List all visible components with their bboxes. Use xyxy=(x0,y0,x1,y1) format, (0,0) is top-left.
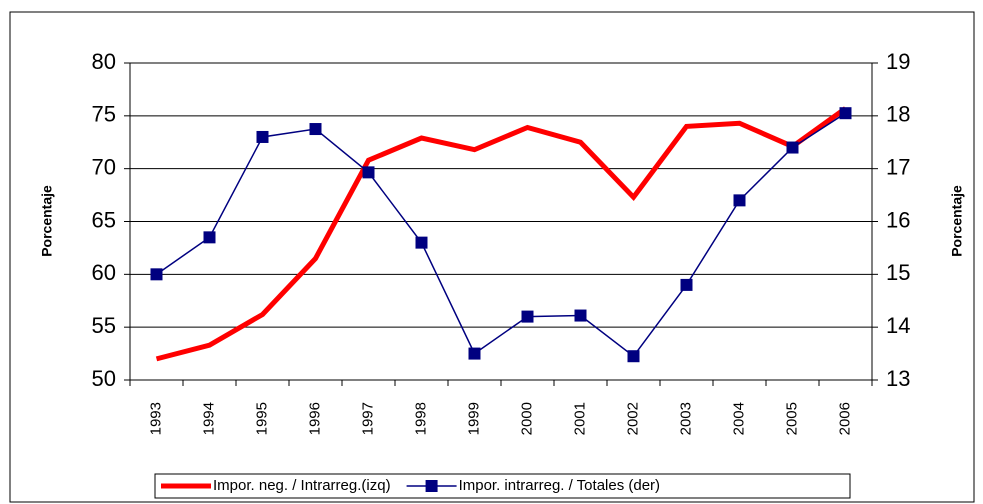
y2-tick-label: 17 xyxy=(886,154,910,179)
point-marker xyxy=(150,268,163,281)
y2-tick-label: 13 xyxy=(886,366,910,391)
x-tick-label: 2002 xyxy=(624,402,641,435)
legend-label: Impor. neg. / Intrarreg.(izq) xyxy=(213,477,391,494)
point-marker xyxy=(574,309,587,322)
legend-marker xyxy=(425,480,438,492)
x-tick-label: 1997 xyxy=(359,402,376,435)
point-marker xyxy=(203,231,216,244)
y-tick-label: 65 xyxy=(92,207,116,232)
chart-frame xyxy=(9,11,975,503)
series-line xyxy=(156,112,846,358)
y-axis-title: Porcentaje xyxy=(39,185,55,257)
point-marker xyxy=(309,123,322,136)
point-marker xyxy=(362,166,375,179)
series-line xyxy=(155,106,847,362)
y-tick-label: 60 xyxy=(92,260,116,285)
y-tick-label: 80 xyxy=(92,49,116,74)
x-tick-label: 2003 xyxy=(677,402,694,435)
y-tick-label: 75 xyxy=(92,102,116,127)
x-tick-label: 1994 xyxy=(200,402,217,435)
y2-tick-label: 18 xyxy=(886,102,910,127)
legend-label: Impor. intrarreg. / Totales (der) xyxy=(459,477,660,494)
y2-tick-label: 15 xyxy=(886,260,910,285)
point-marker xyxy=(256,130,269,143)
y2-tick-label: 14 xyxy=(886,313,910,338)
x-tick-label: 2004 xyxy=(730,402,747,435)
point-marker xyxy=(733,194,746,207)
y-tick-label: 50 xyxy=(92,366,116,391)
legend-box xyxy=(154,473,851,499)
point-marker xyxy=(627,350,640,363)
point-marker xyxy=(521,310,534,323)
x-tick-label: 1995 xyxy=(253,402,270,435)
x-tick-label: 1996 xyxy=(306,402,323,435)
y-tick-label: 55 xyxy=(92,313,116,338)
point-marker xyxy=(468,347,481,360)
x-tick-label: 2001 xyxy=(571,402,588,435)
point-marker xyxy=(839,107,852,120)
point-marker xyxy=(415,236,428,249)
x-tick-label: 1993 xyxy=(147,402,164,435)
x-tick-label: 1998 xyxy=(412,402,429,435)
x-tick-label: 2000 xyxy=(518,402,535,435)
y2-tick-label: 16 xyxy=(886,207,910,232)
x-tick-label: 1999 xyxy=(465,402,482,435)
x-tick-label: 2005 xyxy=(783,402,800,435)
x-tick-label: 2006 xyxy=(836,402,853,435)
point-marker xyxy=(680,278,693,291)
y2-axis-title: Porcentaje xyxy=(949,185,965,257)
y2-tick-label: 19 xyxy=(886,49,910,74)
point-marker xyxy=(786,141,799,154)
y-tick-label: 70 xyxy=(92,154,116,179)
